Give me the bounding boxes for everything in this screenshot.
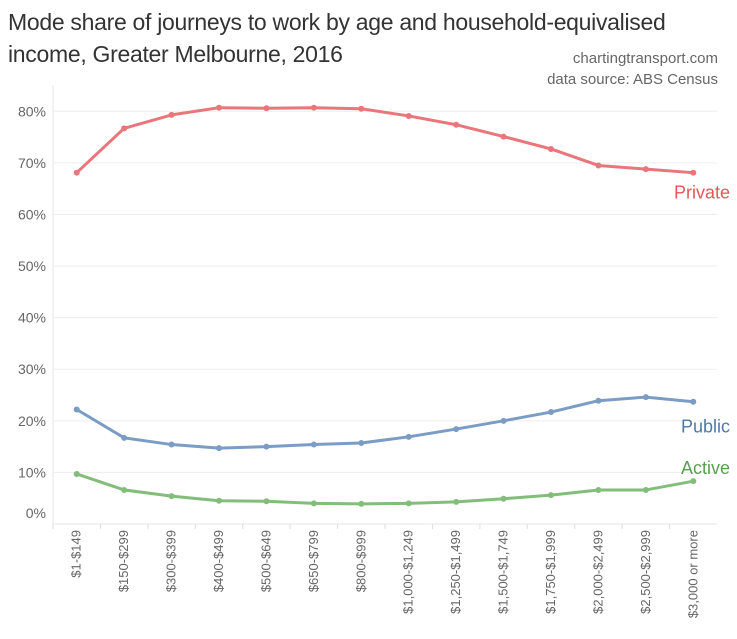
y-tick-label: 0% [26,505,46,521]
x-tick-label: $2,000-$2,499 [590,530,605,614]
x-tick-label: $1,750-$1,999 [543,530,558,614]
credit-source: data source: ABS Census [547,71,718,88]
data-point-public [263,443,270,450]
data-point-private [121,125,128,132]
series-label-public: Public [681,417,730,437]
data-point-active [690,478,697,485]
x-tick-label: $1-$149 [69,530,84,578]
data-point-public [73,406,80,413]
data-point-active [216,497,222,504]
y-tick-label: 80% [18,103,46,119]
data-point-private [310,104,317,111]
data-point-private [690,169,697,176]
data-point-public [642,394,649,401]
x-tick-label: $650-$799 [306,530,321,592]
data-point-private [358,105,365,112]
data-point-private [548,145,554,152]
data-point-public [168,441,175,448]
y-tick-label: 40% [18,310,46,326]
data-point-public [500,417,507,424]
data-point-public [453,426,460,433]
y-tick-label: 20% [18,413,46,429]
data-point-private [216,104,222,111]
series-line-public [75,395,694,450]
x-tick-label: $1,250-$1,499 [448,530,463,614]
x-tick-label: $800-$999 [353,530,368,592]
data-point-public [358,440,365,447]
data-point-active [73,470,80,477]
data-point-active [358,500,365,507]
data-point-public [121,434,128,441]
x-tick-label: $2,500-$2,999 [638,530,653,614]
y-tick-label: 50% [18,258,46,274]
data-point-private [595,162,602,169]
data-point-private [405,112,412,119]
data-point-private [73,169,80,176]
data-point-active [453,498,460,505]
data-point-public [216,445,222,452]
y-tick-label: 30% [18,361,46,377]
data-point-active [500,495,507,502]
y-tick-label: 70% [18,155,46,171]
data-point-active [168,493,175,500]
series-line-private [75,106,694,175]
y-tick-label: 60% [18,206,46,222]
data-point-private [453,121,460,128]
series-label-private: Private [674,183,730,203]
data-point-private [642,166,649,173]
data-point-public [690,398,697,405]
y-tick-label: 10% [18,464,46,480]
data-point-active [121,486,128,493]
x-tick-label: $150-$299 [116,530,131,592]
x-tick-label: $400-$499 [211,530,226,592]
data-point-public [595,397,602,404]
data-point-private [168,111,175,118]
x-tick-label: $500-$649 [258,530,273,592]
data-point-active [548,492,554,499]
chart-title: Mode share of journeys to work by age an… [8,9,666,67]
data-point-public [548,409,554,416]
data-point-private [500,133,507,140]
data-point-public [310,441,317,448]
data-point-active [405,500,412,507]
x-tick-label: $1,000-$1,249 [401,530,416,614]
data-point-active [642,486,649,493]
credit-site: chartingtransport.com [572,50,718,67]
x-tick-label: $1,500-$1,749 [496,530,511,614]
data-point-active [595,486,602,493]
data-point-active [310,500,317,507]
data-point-private [263,105,270,112]
data-point-public [405,433,412,440]
data-point-active [263,498,270,505]
x-tick-label: $3,000 or more [685,530,700,618]
x-tick-label: $300-$399 [164,530,179,592]
series-line-active [76,472,694,506]
series-label-active: Active [681,458,730,478]
